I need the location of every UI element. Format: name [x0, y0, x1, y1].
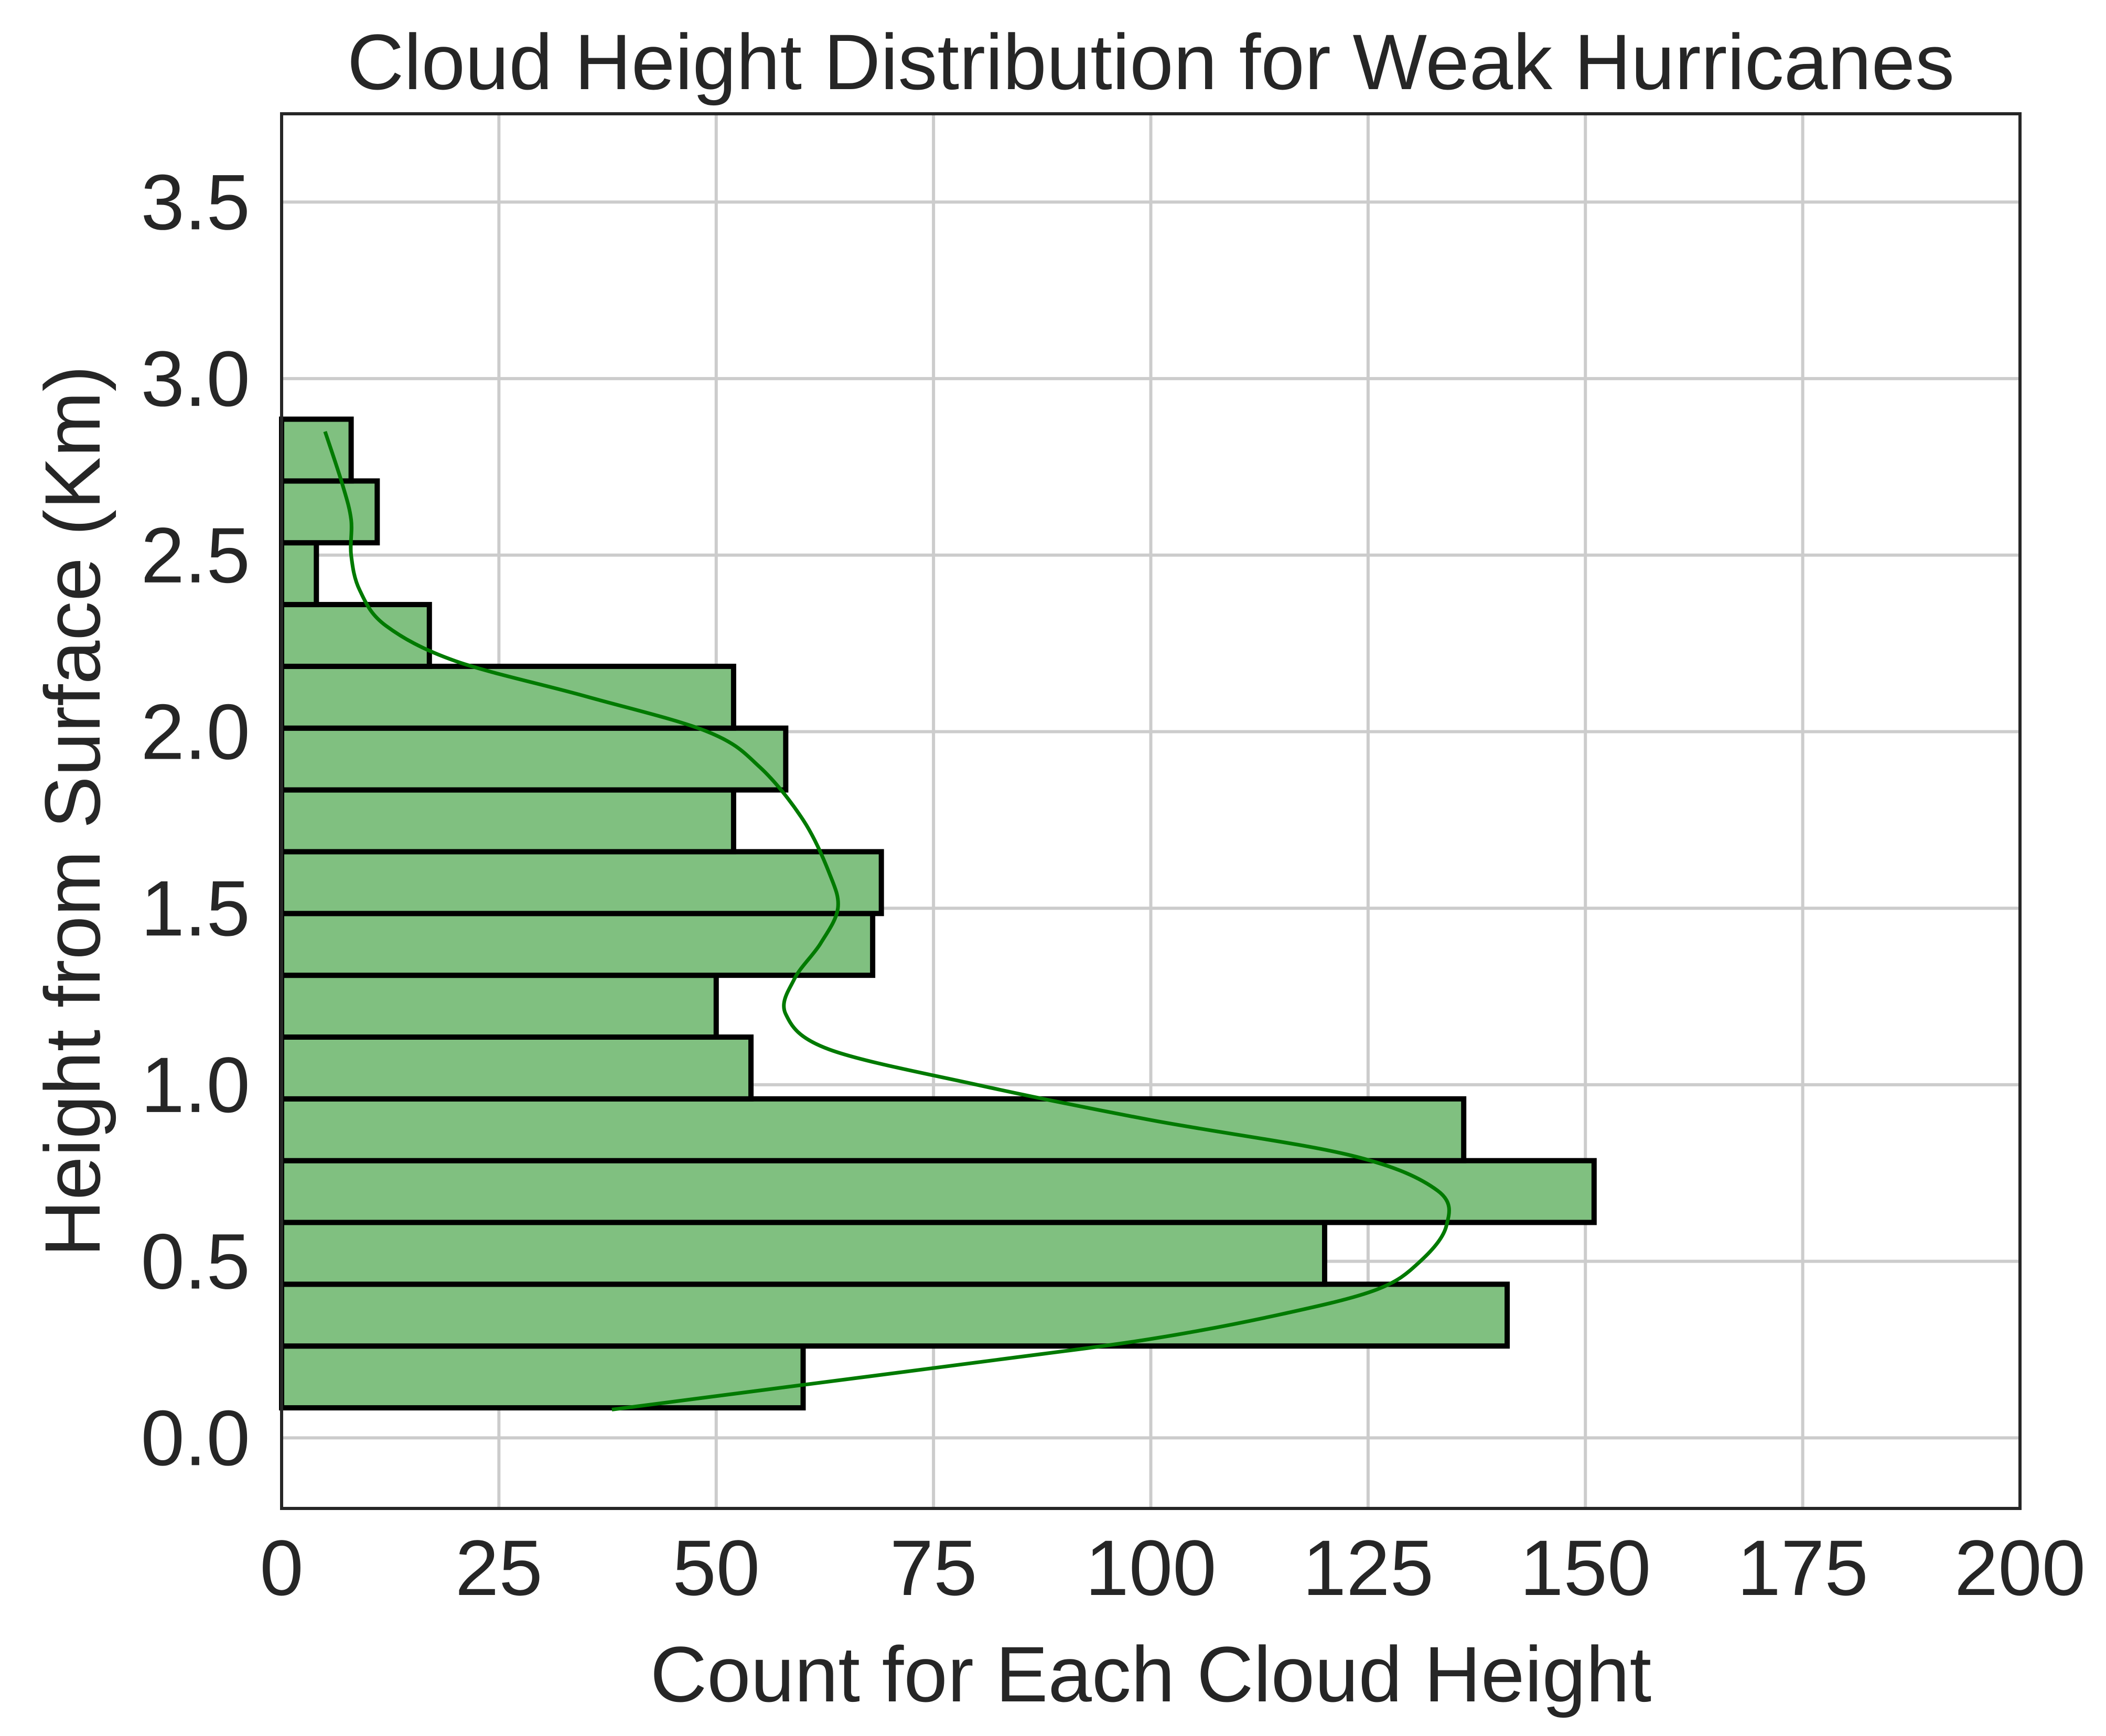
histogram-bar [279, 849, 884, 916]
y-tick-label: 2.5 [141, 511, 250, 599]
y-tick-label: 0.0 [141, 1394, 250, 1482]
y-tick-labels: 0.0 0.5 1.0 1.5 2.0 2.5 3.0 3.5 [141, 158, 250, 1482]
histogram-bar [279, 1281, 1510, 1349]
histogram-bar [279, 1220, 1327, 1287]
plot-frame [280, 112, 2022, 1510]
x-tick-labels: 0 25 50 75 100 125 150 175 200 [260, 1524, 2086, 1612]
x-tick-label: 200 [1954, 1524, 2086, 1612]
histogram-bar [279, 911, 876, 978]
histogram-bar [279, 973, 719, 1040]
chart-title: Cloud Height Distribution for Weak Hurri… [347, 18, 1954, 106]
y-axis-label: Height from Surface (Km) [28, 365, 116, 1257]
x-tick-label: 175 [1737, 1524, 1868, 1612]
y-tick-label: 2.0 [141, 687, 250, 775]
histogram-bar [279, 787, 736, 855]
y-tick-label: 3.0 [141, 335, 250, 423]
histogram-bar [279, 478, 380, 546]
kde-curve [323, 430, 1451, 1411]
x-tick-label: 125 [1303, 1524, 1434, 1612]
histogram-bar [279, 540, 319, 608]
histogram-bar [279, 1158, 1597, 1225]
kde-line [323, 430, 1451, 1411]
histogram-bar [279, 725, 789, 793]
y-tick-label: 0.5 [141, 1217, 250, 1306]
x-tick-label: 50 [672, 1524, 760, 1612]
x-axis-label: Count for Each Cloud Height [650, 1630, 1651, 1718]
x-tick-label: 100 [1085, 1524, 1216, 1612]
histogram-bar [279, 1343, 806, 1411]
histogram-bar [279, 1096, 1467, 1163]
histogram-bar [279, 602, 432, 669]
x-tick-label: 150 [1520, 1524, 1651, 1612]
y-tick-label: 1.0 [141, 1041, 250, 1129]
y-tick-label: 1.5 [141, 864, 250, 952]
y-tick-label: 3.5 [141, 158, 250, 246]
histogram-bar [279, 416, 354, 484]
histogram-bar [279, 1034, 754, 1102]
x-tick-label: 0 [260, 1524, 303, 1612]
x-tick-label: 75 [890, 1524, 977, 1612]
x-tick-label: 25 [455, 1524, 543, 1612]
